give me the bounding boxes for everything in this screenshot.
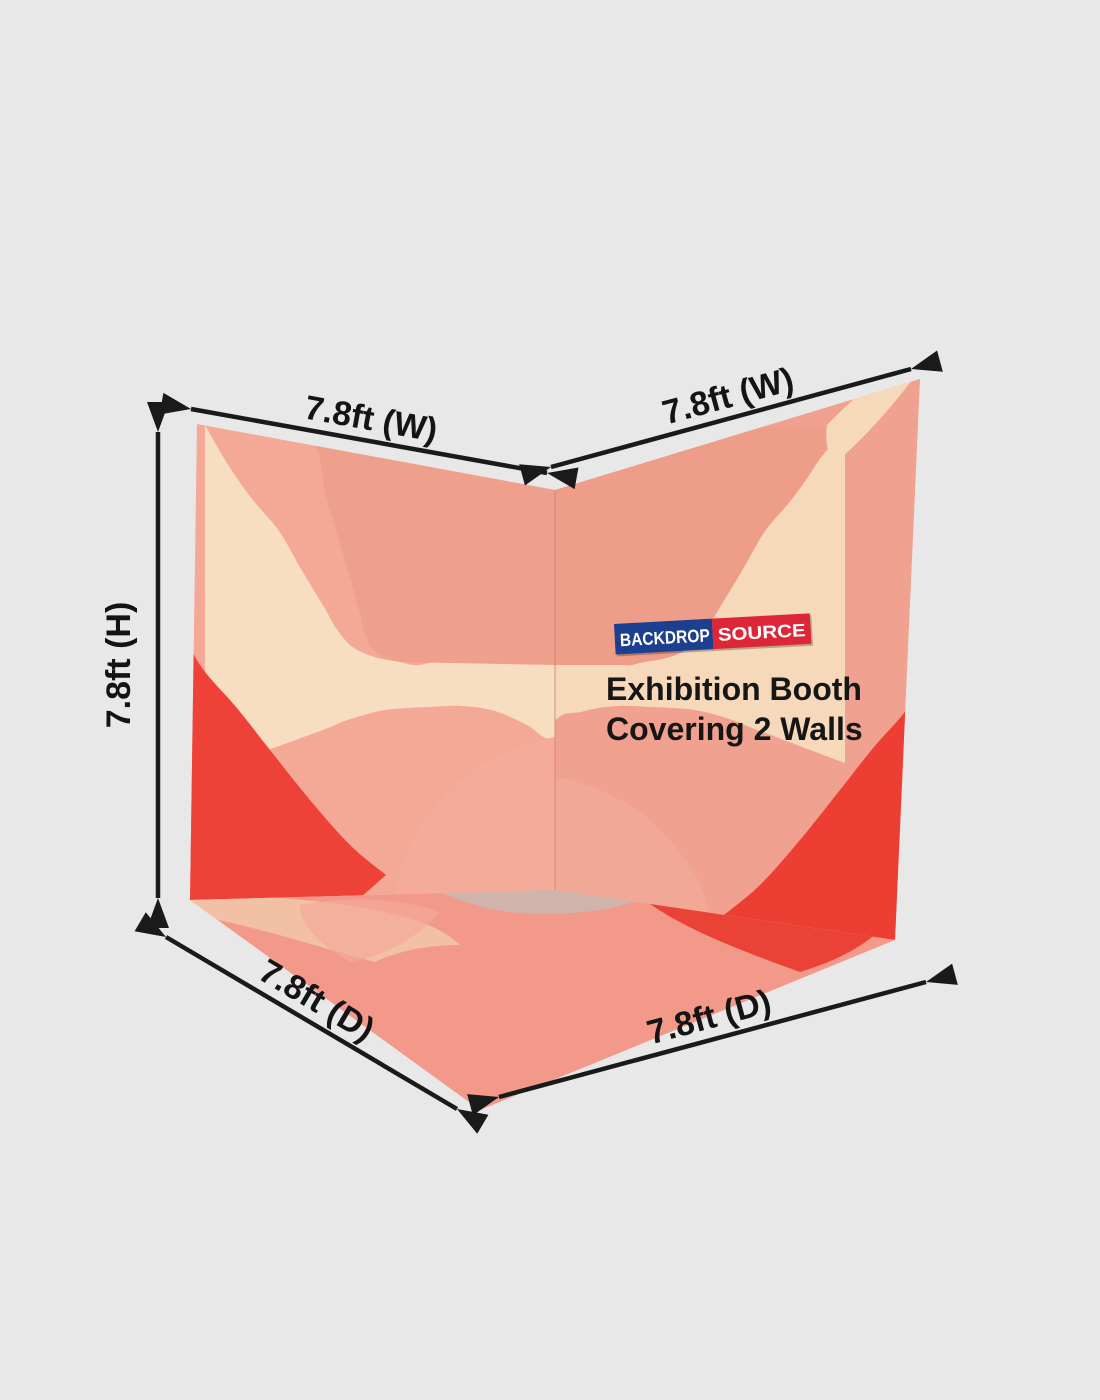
- svg-text:7.8ft (H): 7.8ft (H): [100, 602, 138, 729]
- svg-text:Covering 2 Walls: Covering 2 Walls: [606, 711, 863, 747]
- svg-text:Exhibition Booth: Exhibition Booth: [606, 671, 862, 707]
